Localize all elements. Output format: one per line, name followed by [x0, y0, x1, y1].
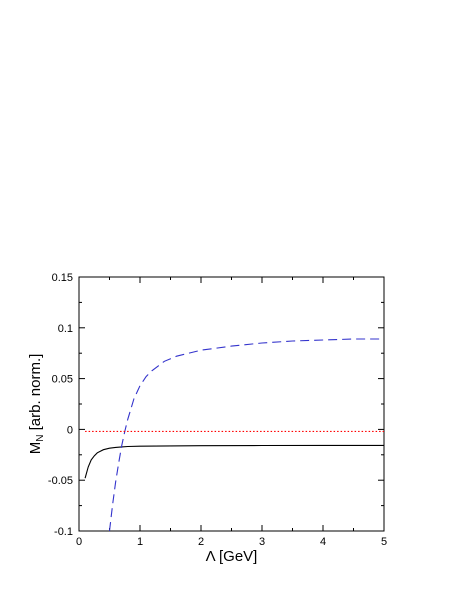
x-tick-label: 5: [381, 536, 387, 548]
y-axis-label-subscript: N: [35, 435, 46, 442]
y-tick-label: -0.05: [48, 475, 73, 487]
x-tick-label: 2: [198, 536, 204, 548]
y-tick-label: 0: [67, 424, 73, 436]
x-tick-label: 1: [137, 536, 143, 548]
x-tick-label: 4: [320, 536, 326, 548]
plot-area: [84, 338, 384, 532]
axis-tick-labels: 0 1 2 3 4 5 -0.1 -0.05 0 0.05 0.1 0.15: [48, 272, 387, 548]
y-tick-label: -0.1: [54, 526, 73, 538]
axis-ticks: [78, 276, 385, 532]
y-tick-label: 0.05: [52, 374, 73, 386]
plot-frame: [78, 276, 385, 532]
y-tick-label: 0.15: [52, 272, 73, 284]
x-tick-label: 3: [259, 536, 265, 548]
series-line-1-solid: [84, 444, 384, 479]
y-axis-label: MN [arb. norm.]: [27, 354, 46, 455]
x-tick-label: 0: [76, 536, 82, 548]
y-tick-label: 0.1: [58, 323, 73, 335]
series-line-2-dashed: [108, 338, 384, 532]
x-axis-label: Λ [GeV]: [206, 548, 258, 565]
y-axis-label-rest: [arb. norm.]: [27, 354, 44, 435]
y-axis-label-main: M: [27, 442, 44, 455]
